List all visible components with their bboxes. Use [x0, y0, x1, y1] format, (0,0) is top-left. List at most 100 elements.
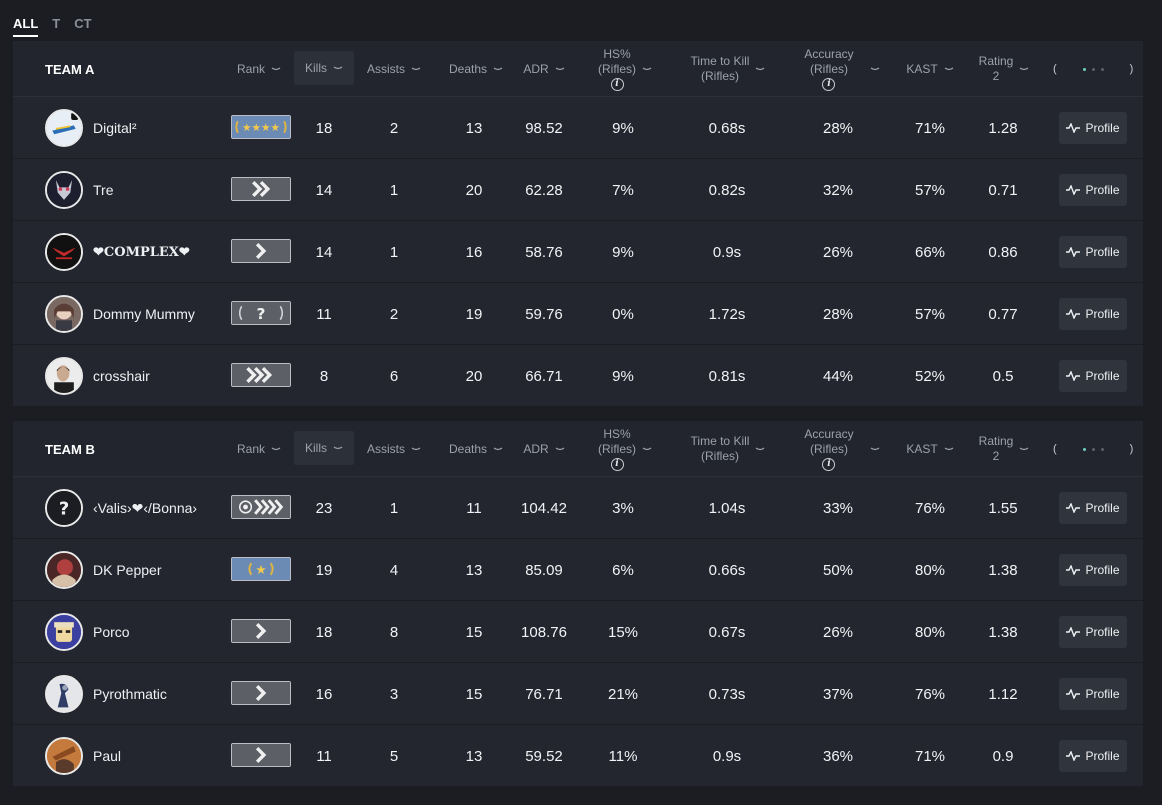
rating-value: 1.12: [988, 685, 1018, 703]
avatar[interactable]: ?: [45, 489, 83, 527]
ttk-header[interactable]: Time to Kill (Rifles): [681, 421, 775, 477]
rating-value: 1.28: [988, 119, 1018, 137]
player-name[interactable]: Digital²: [93, 120, 137, 136]
profile-button[interactable]: Profile: [1059, 740, 1127, 772]
table-row: Digital² ★★★★ 18 2 13 98.52 9% 0.68s 28%…: [13, 97, 1143, 159]
accuracy-value: 33%: [822, 499, 854, 517]
avatar[interactable]: [45, 109, 83, 147]
profile-button[interactable]: Profile: [1059, 112, 1127, 144]
pager-next-icon[interactable]: ): [1129, 443, 1134, 455]
player-name[interactable]: DK Pepper: [93, 562, 162, 578]
adr-header[interactable]: ADR: [517, 421, 571, 477]
avatar[interactable]: [45, 295, 83, 333]
hs-header[interactable]: HS% (Rifles) i: [585, 41, 665, 97]
assists-header[interactable]: Assists: [359, 41, 429, 97]
kast-header[interactable]: KAST: [899, 421, 961, 477]
activity-icon: [1066, 565, 1081, 575]
activity-icon: [1066, 689, 1081, 699]
player-name[interactable]: ❤COMPLEX❤: [93, 244, 190, 260]
profile-button[interactable]: Profile: [1059, 236, 1127, 268]
kills-header[interactable]: Kills: [294, 51, 354, 85]
accuracy-header[interactable]: Accuracy (Rifles) i: [795, 41, 889, 97]
deaths-value: 19: [465, 305, 483, 323]
ttk-value: 0.66s: [708, 561, 746, 579]
hs-header[interactable]: HS% (Rifles) i: [585, 421, 665, 477]
pager-prev-icon[interactable]: (: [1053, 63, 1057, 75]
avatar[interactable]: [45, 675, 83, 713]
assists-value: 2: [389, 119, 399, 137]
player-name[interactable]: Paul: [93, 748, 122, 764]
ttk-value: 0.81s: [708, 367, 746, 385]
tab-t[interactable]: T: [52, 16, 61, 31]
hs-value: 11%: [608, 747, 638, 765]
rank-badge: ?: [231, 301, 291, 325]
player-name[interactable]: Tre: [93, 182, 114, 198]
adr-header[interactable]: ADR: [517, 41, 571, 97]
player-name[interactable]: Dommy Mummy: [93, 306, 195, 322]
adr-value: 85.09: [525, 561, 563, 579]
tab-ct[interactable]: CT: [74, 16, 92, 31]
rating-header[interactable]: Rating 2: [969, 421, 1039, 477]
player-name[interactable]: Pyrothmatic: [93, 686, 167, 702]
chevron-down-icon: [1019, 64, 1029, 74]
table-row: ❤COMPLEX❤ 14 1 16 58.76 9% 0.9s 26% 66% …: [13, 221, 1143, 283]
pager-prev-icon[interactable]: (: [1053, 443, 1057, 455]
profile-button[interactable]: Profile: [1059, 492, 1127, 524]
avatar[interactable]: [45, 357, 83, 395]
avatar[interactable]: [45, 613, 83, 651]
info-icon[interactable]: i: [822, 458, 836, 471]
kills-value: 14: [315, 243, 333, 261]
pager-next-icon[interactable]: ): [1129, 63, 1134, 75]
rating-value: 0.86: [988, 243, 1018, 261]
profile-button[interactable]: Profile: [1059, 174, 1127, 206]
avatar[interactable]: [45, 737, 83, 775]
profile-button[interactable]: Profile: [1059, 298, 1127, 330]
rating-value: 1.38: [988, 561, 1018, 579]
info-icon[interactable]: i: [610, 78, 624, 91]
rating-header[interactable]: Rating 2: [969, 41, 1039, 97]
hs-value: 3%: [612, 499, 634, 517]
profile-button[interactable]: Profile: [1059, 360, 1127, 392]
adr-value: 108.76: [521, 623, 567, 641]
player-name[interactable]: ‹Valis›❤‹/Bonna›: [93, 499, 198, 516]
deaths-header[interactable]: Deaths: [437, 421, 515, 477]
activity-icon: [1066, 247, 1081, 257]
profile-button[interactable]: Profile: [1059, 616, 1127, 648]
avatar[interactable]: [45, 551, 83, 589]
deaths-header[interactable]: Deaths: [437, 41, 515, 97]
adr-value: 66.71: [525, 367, 563, 385]
column-pager[interactable]: ( ): [1053, 41, 1133, 97]
profile-button[interactable]: Profile: [1059, 554, 1127, 586]
deaths-value: 13: [465, 747, 483, 765]
ttk-header[interactable]: Time to Kill (Rifles): [681, 41, 775, 97]
kast-value: 52%: [914, 367, 946, 385]
profile-button[interactable]: Profile: [1059, 678, 1127, 710]
hs-value: 15%: [607, 623, 639, 641]
kast-value: 76%: [914, 499, 946, 517]
assists-value: 4: [389, 561, 399, 579]
avatar[interactable]: [45, 233, 83, 271]
column-pager[interactable]: ( ): [1053, 421, 1133, 477]
kast-header[interactable]: KAST: [899, 41, 961, 97]
info-icon[interactable]: i: [610, 458, 624, 471]
kills-header[interactable]: Kills: [294, 431, 354, 465]
kast-value: 66%: [914, 243, 946, 261]
chevron-down-icon: [755, 444, 765, 454]
chevron-down-icon: [642, 64, 652, 74]
rank-header[interactable]: Rank: [227, 421, 291, 477]
activity-icon: [1066, 627, 1081, 637]
assists-header[interactable]: Assists: [359, 421, 429, 477]
assists-value: 8: [389, 623, 399, 641]
info-icon[interactable]: i: [822, 78, 836, 91]
avatar[interactable]: [45, 171, 83, 209]
rank-badge: [231, 363, 291, 387]
chevron-down-icon: [944, 64, 954, 74]
kast-value: 57%: [914, 181, 946, 199]
pager-dot: [1100, 67, 1104, 71]
player-name[interactable]: crosshair: [93, 368, 150, 384]
rank-header[interactable]: Rank: [227, 41, 291, 97]
table-row: crosshair 8 6 20 66.71 9% 0.81s 44% 52% …: [13, 345, 1143, 407]
accuracy-header[interactable]: Accuracy (Rifles) i: [795, 421, 889, 477]
tab-all[interactable]: ALL: [13, 16, 39, 37]
player-name[interactable]: Porco: [93, 624, 130, 640]
